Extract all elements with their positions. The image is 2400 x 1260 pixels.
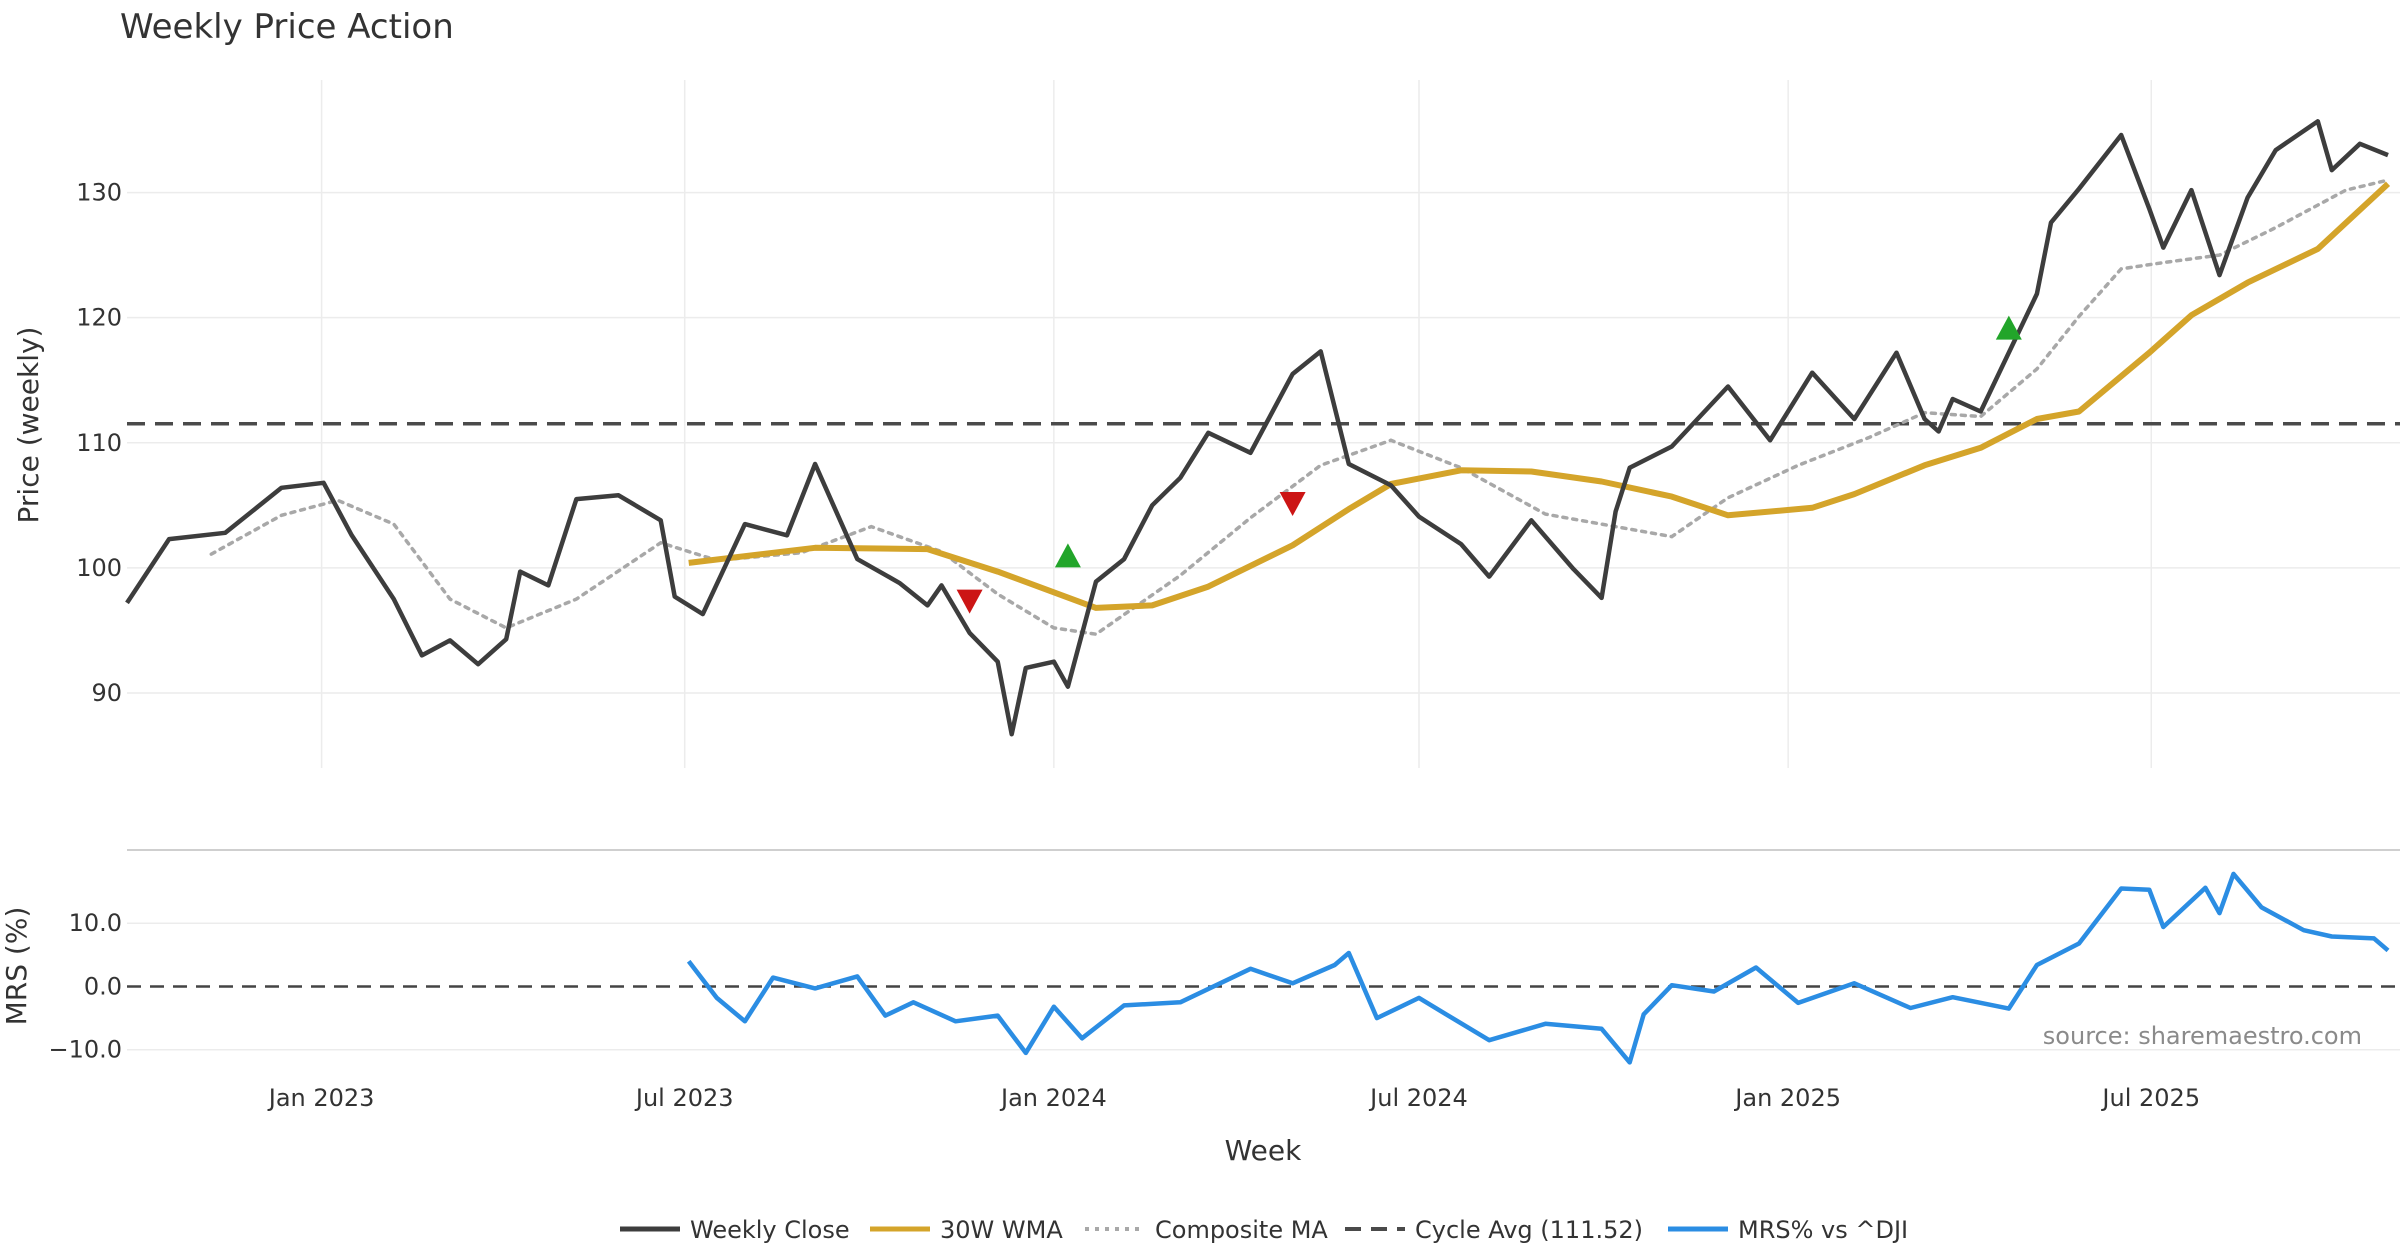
sell-signal-marker: [956, 589, 983, 614]
buy-signal-marker: [1054, 543, 1081, 568]
price-y-tick-label: 130: [76, 179, 122, 207]
x-tick-label: Jan 2024: [999, 1084, 1107, 1112]
price-y-axis-label: Price (weekly): [12, 327, 45, 524]
x-tick-label: Jan 2025: [1733, 1084, 1841, 1112]
price-y-tick-label: 100: [76, 554, 122, 582]
x-axis-label: Week: [1225, 1134, 1302, 1167]
legend-label: Weekly Close: [690, 1216, 850, 1244]
mrs-y-tick-label: −10.0: [48, 1036, 122, 1064]
mrs-y-axis-label: MRS (%): [0, 907, 33, 1026]
buy-signal-marker: [1995, 315, 2022, 340]
x-tick-label: Jan 2023: [267, 1084, 375, 1112]
price-y-tick-label: 120: [76, 304, 122, 332]
price-y-tick-label: 110: [76, 429, 122, 457]
series-mrs: [686, 871, 2390, 1065]
series-composite-ma: [209, 178, 2390, 637]
signal-markers: [956, 315, 2022, 614]
legend: Weekly Close 30W WMA Composite MA Cycle Avg…: [620, 1216, 1908, 1244]
legend-label: MRS% vs ^DJI: [1738, 1216, 1908, 1244]
price-series-layer: [125, 119, 2400, 737]
chart-title: Weekly Price Action: [120, 7, 454, 47]
mrs-grid: [127, 922, 2400, 1051]
series-weekly-close: [125, 119, 2389, 737]
price-y-tick-label: 90: [91, 679, 122, 707]
x-tick-label: Jul 2023: [634, 1084, 734, 1112]
x-ticks: Jan 2023 Jul 2023 Jan 2024 Jul 2024 Jan 2025…: [267, 1084, 2200, 1112]
mrs-series-layer: [127, 871, 2400, 1065]
x-tick-label: Jul 2025: [2100, 1084, 2200, 1112]
sell-signal-marker: [1279, 492, 1306, 517]
series-30w-wma: [688, 181, 2391, 611]
mrs-y-tick-label: 0.0: [84, 972, 122, 1000]
mrs-y-tick-label: 10.0: [69, 909, 122, 937]
x-tick-label: Jul 2024: [1368, 1084, 1468, 1112]
mrs-y-ticks: 10.0 0.0 −10.0: [48, 909, 122, 1063]
legend-label: Cycle Avg (111.52): [1415, 1216, 1643, 1244]
source-annotation: source: sharemaestro.com: [2043, 1022, 2362, 1050]
price-y-ticks: 90 100 110 120 130: [76, 179, 122, 707]
legend-label: Composite MA: [1155, 1216, 1328, 1244]
legend-label: 30W WMA: [940, 1216, 1063, 1244]
